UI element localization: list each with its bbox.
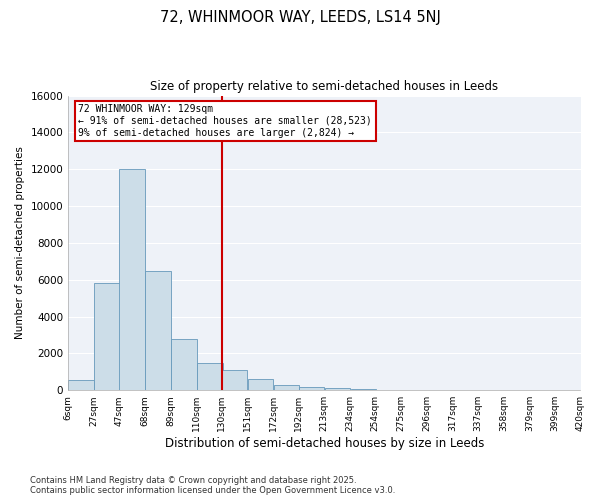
Y-axis label: Number of semi-detached properties: Number of semi-detached properties	[15, 146, 25, 340]
Text: 72 WHINMOOR WAY: 129sqm
← 91% of semi-detached houses are smaller (28,523)
9% of: 72 WHINMOOR WAY: 129sqm ← 91% of semi-de…	[79, 104, 372, 138]
Bar	[145, 270, 170, 390]
Bar	[94, 284, 120, 390]
Bar	[299, 386, 324, 390]
Title: Size of property relative to semi-detached houses in Leeds: Size of property relative to semi-detach…	[150, 80, 499, 93]
Bar	[197, 362, 223, 390]
Bar	[274, 384, 299, 390]
Bar	[350, 389, 376, 390]
Bar	[171, 338, 197, 390]
Bar	[119, 169, 145, 390]
X-axis label: Distribution of semi-detached houses by size in Leeds: Distribution of semi-detached houses by …	[164, 437, 484, 450]
Text: 72, WHINMOOR WAY, LEEDS, LS14 5NJ: 72, WHINMOOR WAY, LEEDS, LS14 5NJ	[160, 10, 440, 25]
Bar	[68, 380, 94, 390]
Bar	[222, 370, 247, 390]
Bar	[325, 388, 350, 390]
Bar	[248, 379, 273, 390]
Text: Contains HM Land Registry data © Crown copyright and database right 2025.
Contai: Contains HM Land Registry data © Crown c…	[30, 476, 395, 495]
